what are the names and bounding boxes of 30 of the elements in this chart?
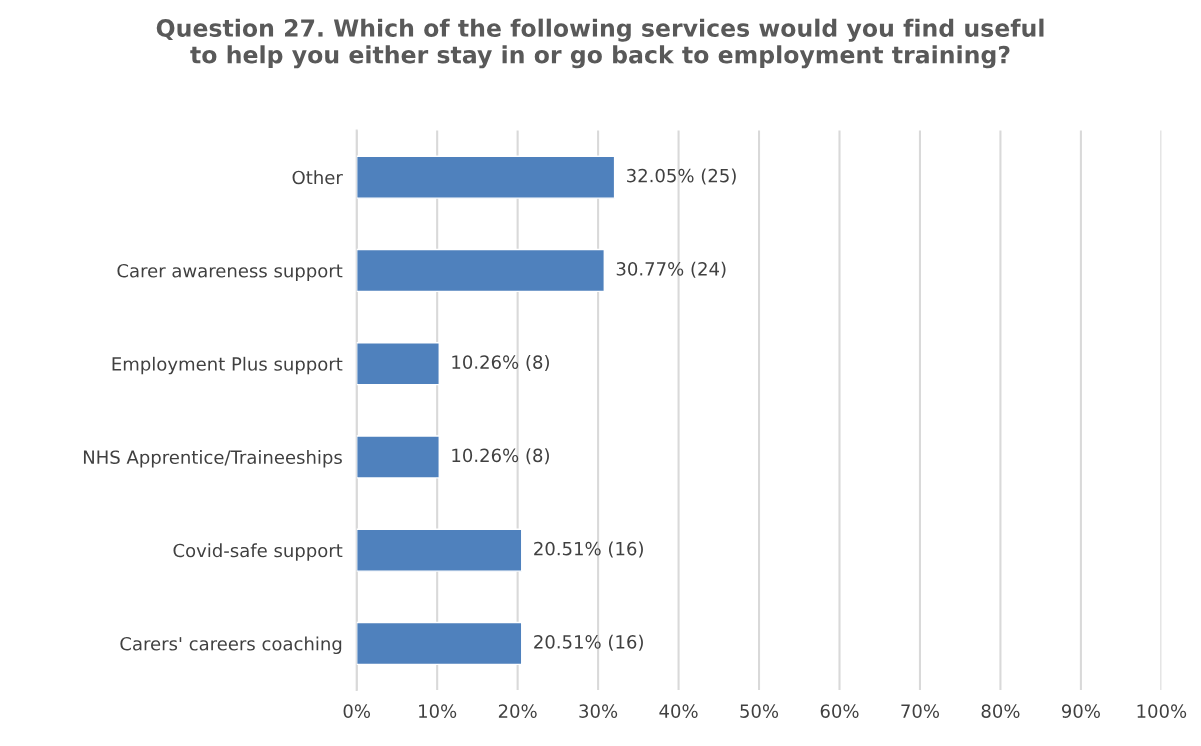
bar	[356, 435, 440, 479]
bar	[356, 621, 523, 666]
x-tick-label: 50%	[740, 704, 779, 718]
data-label: 10.26% (8)	[452, 354, 549, 372]
data-label: 32.05% (25)	[627, 168, 736, 185]
x-tick-label: 0%	[343, 704, 371, 718]
x-tick-label: 30%	[579, 704, 618, 718]
y-tick-label: Covid-safe support	[173, 543, 343, 561]
data-label: 20.51% (16)	[534, 541, 643, 558]
y-tick-label: Carer awareness support	[117, 263, 343, 282]
x-tick-label: 60%	[820, 704, 859, 718]
x-tick-label: 10%	[419, 704, 457, 718]
chart-title: Question 27. Which of the following services would you find useful to help you either stay in or go back to employment training?	[156, 18, 1044, 69]
x-tick-label: 100%	[1137, 704, 1187, 718]
bar	[356, 341, 440, 386]
x-tick-label: 80%	[981, 704, 1020, 718]
y-tick-label: Employment Plus support	[112, 356, 343, 375]
y-tick-label: Carers' careers coaching	[120, 636, 342, 655]
x-tick-label: 40%	[659, 704, 698, 718]
data-label: 20.51% (16)	[534, 634, 643, 651]
y-tick-label: NHS Apprentice/Traineeships	[83, 450, 342, 468]
x-tick-label: 70%	[901, 704, 940, 718]
x-tick-label: 20%	[498, 704, 537, 718]
bar	[356, 528, 523, 572]
bar	[356, 155, 616, 199]
data-label: 30.77% (24)	[616, 261, 726, 278]
bar	[356, 248, 605, 293]
data-label: 10.26% (8)	[452, 448, 549, 465]
y-tick-label: Other	[292, 170, 343, 185]
x-tick-label: 90%	[1061, 704, 1100, 718]
